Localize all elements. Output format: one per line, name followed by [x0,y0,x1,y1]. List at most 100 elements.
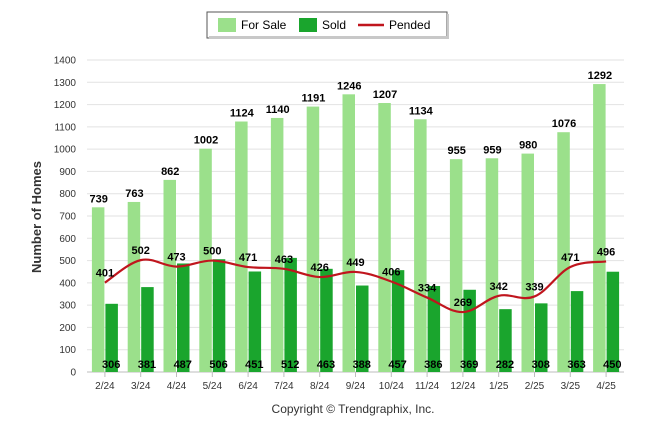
label-sold-3-25: 363 [567,359,585,371]
y-tick-label-200: 200 [59,323,76,334]
bar-sold-10-24 [391,270,405,372]
label-pended-9-24: 449 [346,257,364,269]
x-tick-label-8-24: 8/24 [310,381,330,392]
label-for-sale-3-24: 763 [125,188,143,200]
label-pended-6-24: 471 [239,252,257,264]
label-for-sale-11-24: 1134 [409,105,434,117]
x-tick-label-11-24: 11/24 [415,381,440,392]
bar-sold-11-24 [427,285,441,372]
label-pended-4-24: 473 [167,252,185,264]
bar-for-sale-12-24 [449,159,463,372]
x-tick-label-10-24: 10/24 [379,381,404,392]
pended-line-layer [104,258,607,314]
label-sold-11-24: 386 [424,359,442,371]
label-pended-5-24: 500 [203,246,221,258]
y-tick-label-0: 0 [70,368,76,379]
y-tick-label-1300: 1300 [54,78,77,89]
y-tick-label-900: 900 [59,167,76,178]
bar-sold-4-25 [606,271,620,372]
pended-line [104,258,607,314]
bar-sold-1-25 [499,309,512,372]
gridlines [87,59,624,373]
label-sold-1-25: 282 [496,359,514,371]
y-tick-label-1100: 1100 [54,122,76,133]
x-tick-label-1-25: 1/25 [489,381,509,392]
label-for-sale-12-24: 955 [447,145,465,157]
bar-for-sale-11-24 [414,119,427,372]
y-axis-label: Number of Homes [29,161,44,273]
label-for-sale-2-24: 739 [89,193,107,205]
x-tick-label-5-24: 5/24 [203,381,223,392]
x-tick-label-3-24: 3/24 [131,381,151,392]
label-sold-5-24: 506 [209,359,227,371]
bar-sold-5-24 [212,259,226,372]
bar-for-sale-6-24 [235,121,248,372]
bar-sold-7-24 [284,257,297,372]
label-pended-12-24: 269 [454,297,472,309]
bar-for-sale-3-25 [557,132,570,372]
label-sold-2-25: 308 [532,359,550,371]
label-sold-8-24: 463 [317,359,335,371]
legend-label-pended: Pended [389,18,430,32]
bar-for-sale-2-24 [91,207,105,372]
label-sold-9-24: 388 [353,359,371,371]
label-sold-12-24: 369 [460,359,478,371]
x-tick-label-4-25: 4/25 [596,381,616,392]
legend-label-sold: Sold [322,18,346,32]
bar-for-sale-3-24 [127,201,141,372]
bar-for-sale-4-25 [593,84,606,372]
label-for-sale-4-25: 1292 [588,70,612,82]
bar-sold-2-24 [105,303,118,372]
label-for-sale-1-25: 959 [483,144,501,156]
label-pended-2-25: 339 [525,281,543,293]
label-sold-4-24: 487 [174,359,192,371]
legend-label-for-sale: For Sale [241,18,287,32]
label-pended-3-25: 471 [561,252,579,264]
legend: For Sale Sold Pended [206,11,449,39]
bar-for-sale-8-24 [306,106,320,372]
bar-sold-9-24 [356,285,369,372]
label-for-sale-3-25: 1076 [552,118,576,130]
label-for-sale-2-25: 980 [519,140,537,152]
x-tick-label-7-24: 7/24 [274,381,294,392]
data-labels: 739 306 763 381 862 487 1002 506 1124 451 1140 512 1… [89,70,621,371]
y-tick-label-700: 700 [59,212,76,223]
legend-shadow [209,36,449,39]
label-pended-10-24: 406 [382,267,400,279]
bar-sold-3-25 [570,291,584,372]
y-tick-label-300: 300 [59,301,76,312]
y-tick-label-400: 400 [59,278,76,289]
y-tick-label-600: 600 [59,234,76,245]
y-tick-label-500: 500 [59,256,76,267]
label-for-sale-6-24: 1124 [230,108,255,120]
label-for-sale-8-24: 1191 [302,93,326,105]
label-pended-4-25: 496 [597,246,615,258]
x-tick-label-3-25: 3/25 [561,381,581,392]
legend-swatch-for-sale [218,18,236,32]
label-pended-1-25: 342 [490,281,508,293]
bar-for-sale-7-24 [270,117,284,372]
label-for-sale-10-24: 1207 [373,89,397,101]
y-tick-label-1200: 1200 [54,100,77,111]
bar-for-sale-2-25 [521,153,534,372]
bar-for-sale-1-25 [485,158,499,372]
label-sold-4-25: 450 [603,359,621,371]
label-pended-11-24: 334 [418,283,437,295]
x-axis-ticks: 2/24 3/24 4/24 5/24 6/24 7/24 8/24 9/24 10/24 11/… [95,372,616,392]
legend-swatch-sold [299,18,317,32]
legend-shadow-side [447,14,449,39]
bar-for-sale-9-24 [342,94,355,372]
x-tick-label-6-24: 6/24 [238,381,258,392]
bar-sold-6-24 [248,271,262,372]
bar-sold-3-24 [141,287,154,372]
x-tick-label-12-24: 12/24 [450,381,475,392]
x-tick-label-4-24: 4/24 [167,381,187,392]
label-sold-7-24: 512 [281,359,299,371]
bars [91,84,620,373]
x-tick-label-2-25: 2/25 [525,381,545,392]
copyright-credit: Copyright © Trendgraphix, Inc. [272,402,435,416]
bar-for-sale-4-24 [163,179,176,372]
label-sold-3-24: 381 [138,359,156,371]
